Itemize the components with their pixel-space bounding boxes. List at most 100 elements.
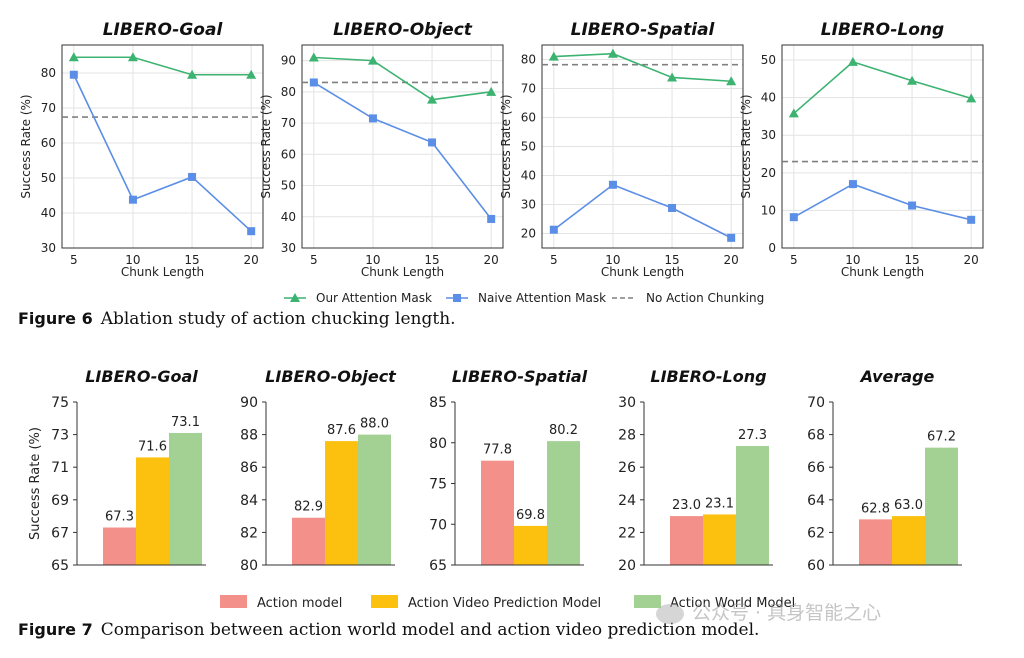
marker-square [309, 78, 318, 87]
marker-square [428, 138, 437, 147]
y-tick-label: 10 [761, 203, 776, 217]
y-tick-label: 30 [618, 395, 636, 411]
legend-label-action-world-model: Action World Model [670, 596, 795, 611]
bar-value-label: 82.9 [294, 500, 323, 515]
x-tick-label: 5 [310, 253, 318, 267]
chart-title: LIBERO-Goal [103, 20, 224, 40]
marker-triangle [127, 52, 138, 62]
figure6-caption-text: Ablation study of action chucking length… [100, 309, 456, 329]
figure6-label: Figure 6 [18, 309, 93, 328]
y-tick-label: 88 [240, 428, 258, 444]
y-tick-label: 50 [521, 140, 536, 154]
x-tick-label: 10 [365, 253, 380, 267]
y-tick-label: 24 [618, 493, 636, 509]
bar-value-label: 73.1 [171, 415, 200, 430]
y-tick-label: 70 [521, 82, 536, 96]
y-tick-label: 80 [429, 436, 447, 452]
x-axis-label: Chunk Length [121, 265, 204, 279]
series-line-naive-attention-mask [793, 183, 972, 221]
watermark: 公众号 · 具身智能之心 [656, 598, 881, 625]
y-axis-label: Success Rate (%) [19, 94, 33, 198]
chart-title: LIBERO-Long [650, 367, 766, 386]
y-tick-label: 70 [807, 395, 825, 411]
legend-label-no-action-chunking: No Action Chunking [646, 291, 764, 305]
x-tick-label: 20 [964, 253, 979, 267]
y-tick-label: 75 [51, 395, 69, 411]
x-axis-label: Chunk Length [841, 265, 924, 279]
y-tick-label: 65 [429, 558, 447, 574]
y-tick-label: 20 [618, 558, 636, 574]
marker-triangle [486, 86, 497, 96]
y-tick-label: 70 [429, 517, 447, 533]
x-tick-label: 15 [664, 253, 679, 267]
x-tick-label: 20 [724, 253, 739, 267]
bar-value-label: 67.2 [927, 430, 956, 445]
y-tick-label: 22 [618, 525, 636, 541]
chart-title: LIBERO-Goal [85, 367, 198, 386]
x-tick-label: 15 [424, 253, 439, 267]
marker-square [247, 227, 256, 236]
bar-action-world-model [169, 432, 202, 565]
bar-value-label: 77.8 [483, 443, 512, 458]
figure7-caption: Figure 7 Comparison between action world … [18, 620, 759, 640]
x-tick-label: 5 [790, 253, 798, 267]
y-tick-label: 26 [618, 460, 636, 476]
x-tick-label: 10 [845, 253, 860, 267]
marker-triangle [548, 51, 559, 61]
bar-chart-1: 65 67 69 71 73 75 67.3 71.6 73.1 LIBERO-Goal Succe… [28, 367, 206, 574]
marker-square [908, 201, 917, 210]
chart-title: LIBERO-Object [333, 20, 473, 40]
bar-chart-4: 20 22 24 26 28 30 23.0 23.1 27.3 LIBERO-Long [618, 367, 773, 574]
series-line-naive-attention-mask [73, 74, 252, 232]
bar-action-video-prediction-model [703, 514, 736, 565]
y-axis-label: Success Rate (%) [499, 94, 513, 198]
bar-action-world-model [925, 447, 958, 565]
marker-triangle [367, 55, 378, 65]
bar-action-model [292, 517, 325, 565]
y-tick-label: 70 [281, 116, 296, 130]
y-tick-label: 30 [761, 128, 776, 142]
bar-value-label: 27.3 [738, 428, 767, 443]
marker-square [128, 195, 137, 204]
x-tick-label: 15 [904, 253, 919, 267]
figure6-legend: Our Attention Mask Naive Attention Mask No… [284, 291, 764, 305]
line-chart-2: 30 40 50 60 70 80 90 5 10 15 20 LIBERO-Object Chunk … [259, 20, 504, 279]
legend-swatch [220, 595, 247, 608]
bar-action-video-prediction-model [514, 525, 547, 565]
figure7-label: Figure 7 [18, 620, 93, 639]
wechat-icon [656, 603, 684, 624]
y-tick-label: 65 [51, 558, 69, 574]
marker-square [549, 225, 558, 234]
bar-value-label: 87.6 [327, 423, 356, 438]
bar-value-label: 23.1 [705, 496, 734, 511]
bar-action-world-model [358, 434, 391, 565]
x-axis-label: Chunk Length [601, 265, 684, 279]
bar-value-label: 62.8 [861, 501, 890, 516]
x-tick-label: 20 [244, 253, 259, 267]
bar-action-model [859, 519, 892, 565]
line-chart-3: 20 30 40 50 60 70 80 5 10 15 20 LIBERO-Spatial Chunk… [499, 20, 744, 279]
bar-action-video-prediction-model [325, 441, 358, 565]
y-tick-label: 60 [521, 111, 536, 125]
y-tick-label: 28 [618, 428, 636, 444]
marker-triangle [847, 56, 858, 66]
bar-value-label: 80.2 [549, 423, 578, 438]
bar-action-model [670, 516, 703, 565]
marker-square [608, 180, 617, 189]
series-line-our-attention-mask [313, 56, 492, 101]
series-line-our-attention-mask [73, 56, 252, 76]
chart-title: LIBERO-Object [265, 367, 397, 386]
y-tick-label: 20 [761, 166, 776, 180]
bar-chart-5: 60 62 64 66 68 70 62.8 63.0 67.2 Average [807, 367, 962, 574]
y-tick-label: 67 [51, 525, 69, 541]
x-tick-label: 5 [550, 253, 558, 267]
marker-square [668, 203, 677, 212]
y-tick-label: 40 [761, 91, 776, 105]
marker-triangle [667, 72, 678, 82]
y-tick-label: 80 [240, 558, 258, 574]
line-chart-1: 30 40 50 60 70 80 5 10 15 20 LIBERO-Goal Chunk Leng… [19, 20, 264, 279]
y-tick-label: 60 [281, 147, 296, 161]
marker-square [789, 213, 798, 222]
bar-value-label: 23.0 [672, 498, 701, 513]
marker-triangle [788, 108, 799, 118]
